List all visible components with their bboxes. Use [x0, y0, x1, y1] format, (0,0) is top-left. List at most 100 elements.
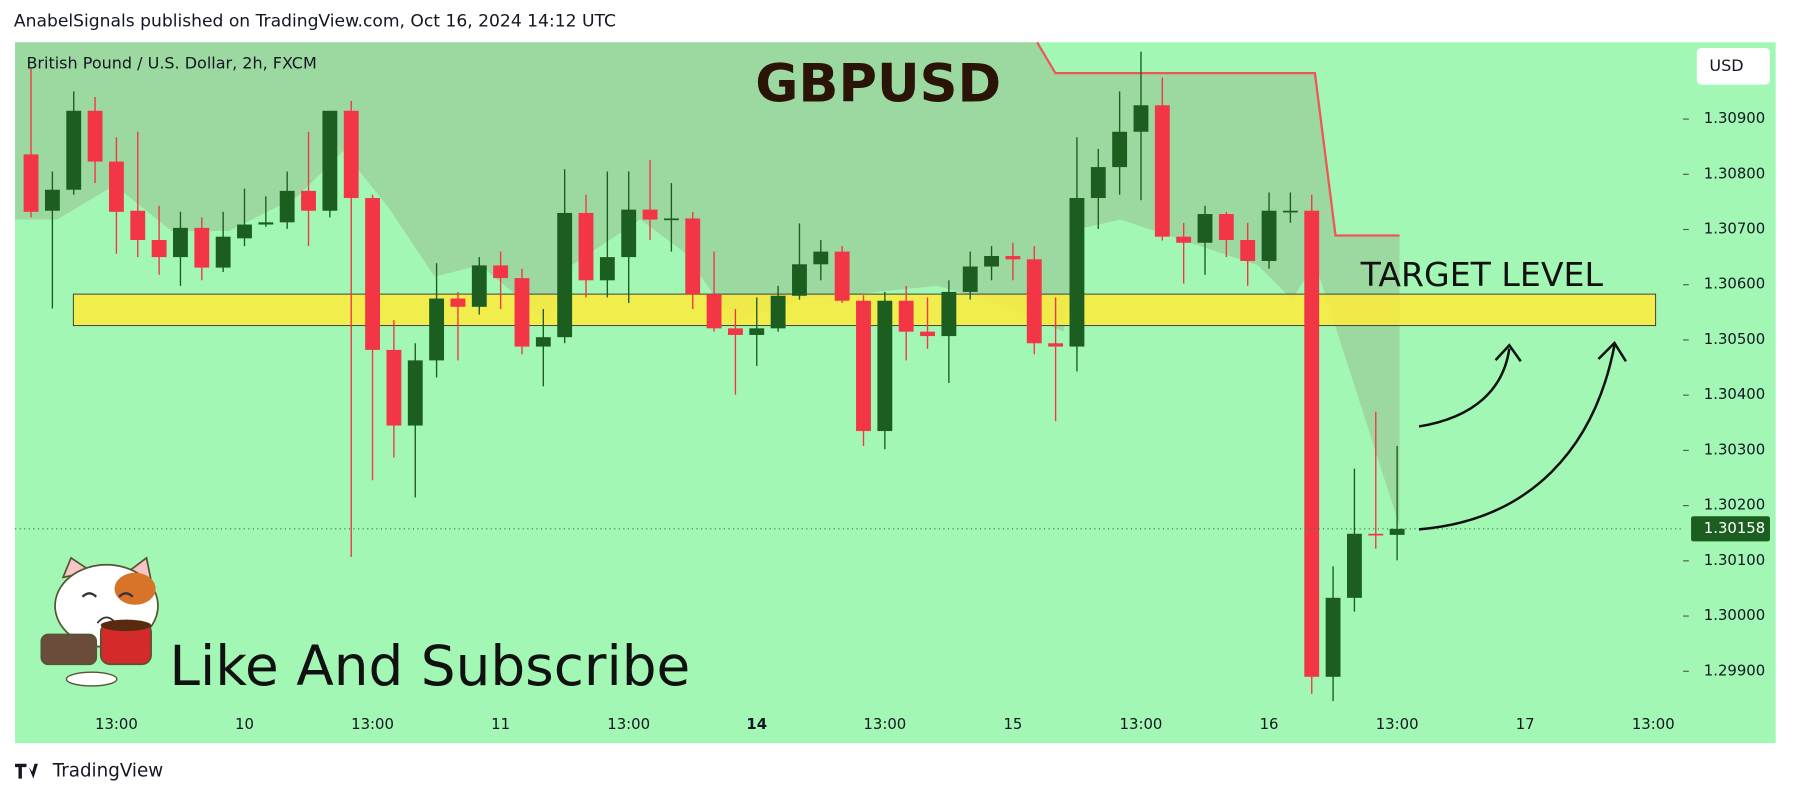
candle-body	[365, 198, 380, 350]
x-tick-label: 10	[235, 715, 254, 733]
y-tick-label: 1.30500	[1704, 330, 1765, 348]
last-price-box	[1691, 516, 1770, 542]
candle-body	[429, 298, 445, 361]
candle-body	[856, 300, 871, 432]
y-tick-label: 1.30000	[1704, 606, 1765, 624]
candle-body	[514, 278, 530, 347]
candle-body	[1325, 597, 1341, 677]
candle-body	[386, 349, 402, 426]
candle-body	[279, 190, 295, 223]
candle-body	[792, 264, 807, 296]
candle-body	[215, 236, 231, 268]
footer-brand: TradingView	[52, 761, 164, 782]
arrow	[1418, 343, 1522, 428]
annotation: TARGET LEVEL	[1360, 255, 1604, 294]
currency-box[interactable]	[1696, 48, 1770, 85]
chart-subtitle: British Pound / U.S. Dollar, 2h, FXCM	[26, 54, 316, 73]
y-tick-label: 1.30700	[1704, 220, 1765, 238]
candle-body	[749, 328, 765, 335]
candle-body	[471, 265, 487, 307]
candle-body	[898, 300, 914, 332]
header: AnabelSignals published on TradingView.c…	[14, 12, 616, 32]
candle-body	[1048, 343, 1064, 347]
candle-body	[706, 294, 722, 329]
candle-body	[834, 251, 850, 301]
candle-body	[1346, 533, 1362, 598]
y-tick-label: 1.30800	[1704, 164, 1765, 182]
candle-body	[151, 239, 167, 258]
x-tick-label: 14	[746, 715, 767, 733]
x-tick-label: 15	[1003, 715, 1022, 733]
annotation: Like And Subscribe	[169, 634, 690, 698]
marks: 1.29900 1.30000 1.30100 1.30200 1.30300 1.304…	[15, 51, 1770, 733]
x-tick-label: 13:00	[1120, 715, 1163, 733]
indicator-cloud	[15, 42, 1400, 526]
last-price-label: 1.30158	[1704, 519, 1765, 537]
y-tick-label: 1.30400	[1704, 385, 1765, 403]
x-tick-label: 13:00	[1632, 715, 1675, 733]
candle-body	[66, 110, 82, 190]
candle-body	[322, 110, 338, 211]
candle-body	[535, 337, 551, 347]
y-tick-label: 1.30900	[1704, 109, 1765, 127]
candle-body	[962, 266, 978, 292]
candle-body	[727, 328, 743, 335]
candle-body	[130, 210, 146, 240]
candle-body	[1368, 533, 1384, 536]
candle-body	[1176, 236, 1192, 243]
indicator-line	[1036, 41, 1400, 237]
candle-body	[941, 291, 957, 337]
candle-body	[194, 227, 210, 268]
x-tick-label: 13:00	[95, 715, 138, 733]
candle-body	[407, 360, 423, 426]
x-tick-label: 13:00	[1376, 715, 1419, 733]
candle-body	[663, 218, 679, 221]
candle-body	[343, 110, 359, 199]
candle-body	[301, 190, 316, 211]
candle-body	[108, 161, 124, 212]
candle-body	[642, 209, 658, 220]
candle-body	[599, 257, 615, 281]
candle-body	[173, 227, 188, 258]
y-tick-label: 1.30300	[1704, 440, 1765, 458]
candle-body	[1069, 198, 1085, 347]
y-tick-label: 1.30600	[1704, 275, 1765, 293]
cat-icon	[40, 556, 159, 687]
x-tick-label: 13:00	[607, 715, 650, 733]
brand-logo	[15, 763, 38, 779]
candle-body	[621, 209, 637, 258]
candle-body	[578, 212, 594, 281]
candle-body	[1240, 239, 1256, 261]
candle-body	[1112, 131, 1128, 168]
currency[interactable]: USD	[1709, 56, 1743, 75]
candle-body	[1261, 210, 1277, 261]
candle-body	[237, 224, 252, 239]
candle-body	[1282, 210, 1298, 213]
candle-body	[1197, 214, 1213, 243]
y-tick-label: 1.29900	[1704, 661, 1765, 679]
candle-body	[1154, 105, 1170, 237]
candle-body	[920, 331, 935, 337]
candle-body	[23, 154, 39, 212]
y-tick-label: 1.30200	[1704, 496, 1765, 514]
candle-body	[685, 218, 701, 295]
candle-body	[87, 110, 103, 162]
candle-body	[450, 298, 466, 307]
candle-body	[258, 222, 274, 225]
candle-body	[1304, 210, 1320, 677]
candle-body	[493, 265, 509, 279]
x-tick-label: 13:00	[351, 715, 394, 733]
candle-body	[813, 251, 829, 265]
candle-body	[1133, 105, 1149, 132]
candle-body	[1218, 214, 1234, 240]
candle-body	[1389, 528, 1405, 535]
candle-body	[1005, 256, 1021, 260]
x-tick-label: 17	[1516, 715, 1535, 733]
candle-body	[984, 256, 999, 267]
candle-body	[770, 295, 786, 329]
candle-body	[877, 300, 893, 432]
x-tick-label: 11	[491, 715, 510, 733]
candle-body	[1026, 259, 1042, 344]
